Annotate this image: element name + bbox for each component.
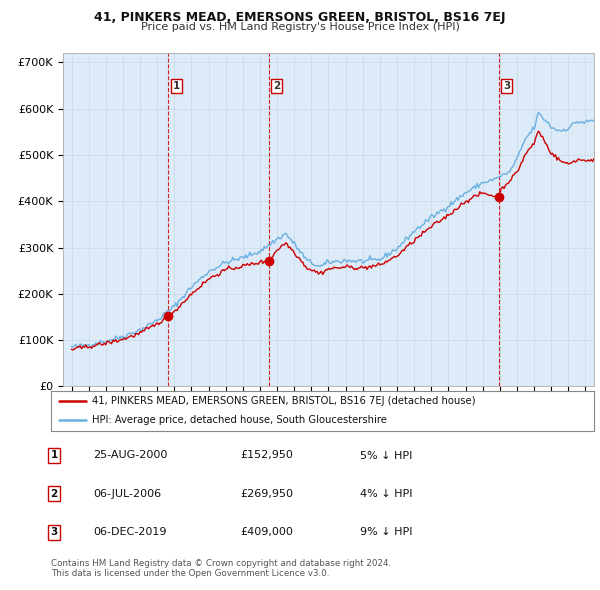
Text: 4% ↓ HPI: 4% ↓ HPI bbox=[360, 489, 413, 499]
Text: £269,950: £269,950 bbox=[240, 489, 293, 499]
Text: 3: 3 bbox=[503, 81, 510, 91]
Text: 1: 1 bbox=[50, 451, 58, 460]
Text: 5% ↓ HPI: 5% ↓ HPI bbox=[360, 451, 412, 460]
Text: HPI: Average price, detached house, South Gloucestershire: HPI: Average price, detached house, Sout… bbox=[92, 415, 386, 425]
Text: Price paid vs. HM Land Registry's House Price Index (HPI): Price paid vs. HM Land Registry's House … bbox=[140, 22, 460, 32]
Text: £409,000: £409,000 bbox=[240, 527, 293, 537]
Text: 1: 1 bbox=[173, 81, 180, 91]
Text: 06-JUL-2006: 06-JUL-2006 bbox=[93, 489, 161, 499]
Text: £152,950: £152,950 bbox=[240, 451, 293, 460]
Text: 41, PINKERS MEAD, EMERSONS GREEN, BRISTOL, BS16 7EJ (detached house): 41, PINKERS MEAD, EMERSONS GREEN, BRISTO… bbox=[92, 396, 475, 407]
Text: 2: 2 bbox=[273, 81, 280, 91]
Text: 06-DEC-2019: 06-DEC-2019 bbox=[93, 527, 167, 537]
Text: Contains HM Land Registry data © Crown copyright and database right 2024.: Contains HM Land Registry data © Crown c… bbox=[51, 559, 391, 568]
Text: 3: 3 bbox=[50, 527, 58, 537]
Text: This data is licensed under the Open Government Licence v3.0.: This data is licensed under the Open Gov… bbox=[51, 569, 329, 578]
Text: 25-AUG-2000: 25-AUG-2000 bbox=[93, 451, 167, 460]
Text: 9% ↓ HPI: 9% ↓ HPI bbox=[360, 527, 413, 537]
Text: 2: 2 bbox=[50, 489, 58, 499]
Text: 41, PINKERS MEAD, EMERSONS GREEN, BRISTOL, BS16 7EJ: 41, PINKERS MEAD, EMERSONS GREEN, BRISTO… bbox=[94, 11, 506, 24]
